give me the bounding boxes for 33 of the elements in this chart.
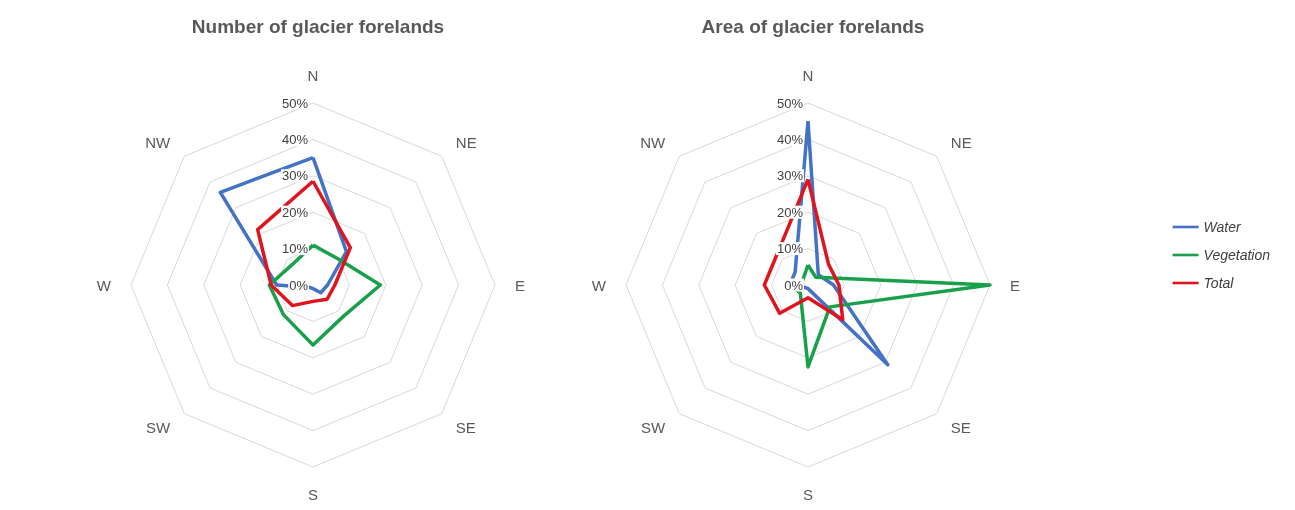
spoke-label: SW [145, 419, 171, 437]
y-tick-label: 50% [776, 95, 804, 111]
y-tick-label: 0% [784, 277, 804, 293]
spoke-label: W [96, 276, 112, 294]
spoke-label: NE [455, 133, 477, 151]
spoke-label: NW [640, 133, 666, 151]
y-tick-label: 10% [281, 241, 309, 257]
y-tick-label: 50% [281, 95, 309, 111]
spoke-label: W [591, 276, 607, 294]
y-tick-label: 20% [776, 204, 804, 220]
spoke-label: NW [145, 133, 171, 151]
spoke-label: E [1010, 276, 1021, 294]
y-tick-label: 20% [281, 204, 309, 220]
y-tick-label: 40% [281, 131, 309, 147]
spoke-label: NE [950, 133, 972, 151]
legend-label: Vegetation [1203, 247, 1271, 263]
y-tick-label: 10% [776, 241, 804, 257]
legend-label: Water [1203, 219, 1242, 235]
chart-title: Area of glacier forelands [701, 16, 925, 37]
spoke-label: SE [950, 419, 971, 437]
spoke-label: S [307, 486, 319, 503]
spoke-label: E [515, 276, 526, 294]
y-tick-label: 30% [776, 168, 804, 184]
spoke-label: S [802, 486, 814, 503]
spoke-label: SW [640, 419, 666, 437]
spoke-label: SE [455, 419, 476, 437]
y-tick-label: 30% [281, 168, 309, 184]
legend-label: Total [1203, 275, 1235, 291]
chart-title: Number of glacier forelands [191, 16, 445, 37]
spoke-label: N [802, 67, 814, 84]
y-tick-label: 40% [776, 131, 804, 147]
spoke-label: N [307, 67, 319, 84]
y-tick-label: 0% [289, 277, 309, 293]
